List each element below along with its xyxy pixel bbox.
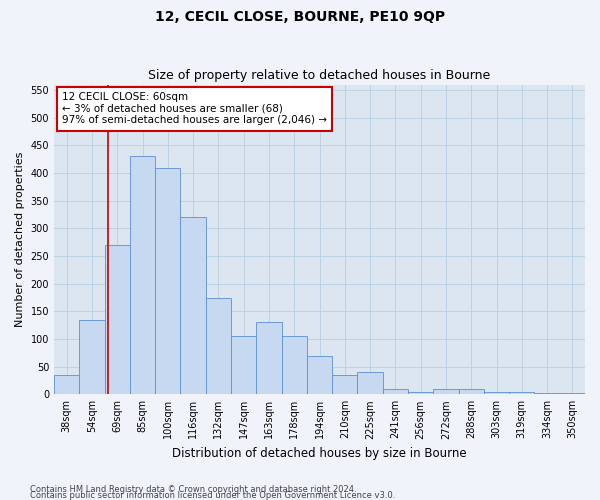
X-axis label: Distribution of detached houses by size in Bourne: Distribution of detached houses by size …	[172, 447, 467, 460]
Bar	[560, 393, 585, 394]
Bar	[206, 298, 231, 394]
Bar	[408, 392, 433, 394]
Bar	[104, 245, 130, 394]
Bar	[256, 322, 281, 394]
Bar	[79, 320, 104, 394]
Bar	[281, 336, 307, 394]
Bar	[332, 375, 358, 394]
Bar	[155, 168, 181, 394]
Bar	[484, 392, 509, 394]
Bar	[383, 389, 408, 394]
Bar	[433, 389, 458, 394]
Title: Size of property relative to detached houses in Bourne: Size of property relative to detached ho…	[148, 69, 491, 82]
Text: 12, CECIL CLOSE, BOURNE, PE10 9QP: 12, CECIL CLOSE, BOURNE, PE10 9QP	[155, 10, 445, 24]
Text: 12 CECIL CLOSE: 60sqm
← 3% of detached houses are smaller (68)
97% of semi-detac: 12 CECIL CLOSE: 60sqm ← 3% of detached h…	[62, 92, 327, 126]
Bar	[231, 336, 256, 394]
Bar	[535, 393, 560, 394]
Bar	[54, 375, 79, 394]
Bar	[358, 372, 383, 394]
Bar	[307, 356, 332, 395]
Bar	[130, 156, 155, 394]
Y-axis label: Number of detached properties: Number of detached properties	[15, 152, 25, 327]
Text: Contains public sector information licensed under the Open Government Licence v3: Contains public sector information licen…	[30, 490, 395, 500]
Text: Contains HM Land Registry data © Crown copyright and database right 2024.: Contains HM Land Registry data © Crown c…	[30, 485, 356, 494]
Bar	[181, 218, 206, 394]
Bar	[458, 389, 484, 394]
Bar	[509, 392, 535, 394]
